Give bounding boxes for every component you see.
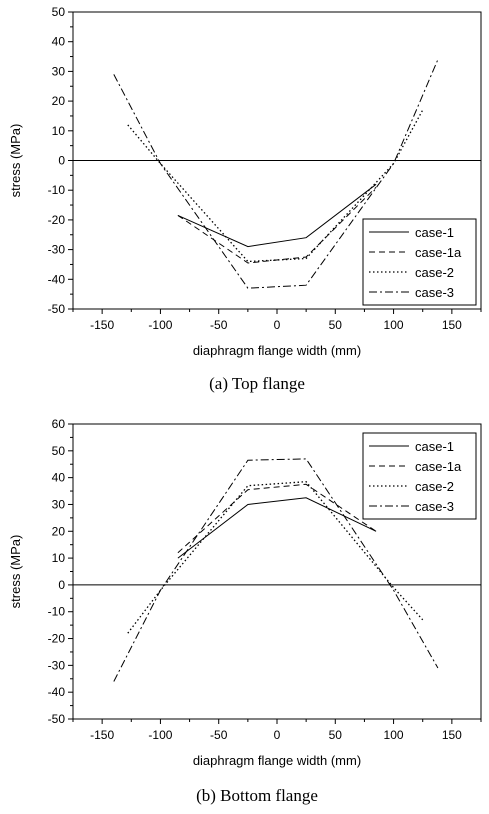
legend-box (362, 218, 477, 306)
legend-label: case-1a (415, 245, 462, 260)
legend-box (362, 432, 477, 520)
x-tick-label: -100 (148, 728, 172, 742)
x-tick-label: -150 (90, 728, 114, 742)
x-axis-label: diaphragm flange width (mm) (193, 343, 361, 358)
y-tick-label: -10 (48, 183, 66, 197)
series-line-case-1a (177, 483, 377, 554)
y-tick-label: 10 (52, 124, 66, 138)
y-tick-label: -30 (48, 658, 66, 672)
y-tick-label: 0 (58, 154, 65, 168)
y-tick-label: -30 (48, 243, 66, 257)
x-axis-label: diaphragm flange width (mm) (193, 753, 361, 768)
y-tick-label: -50 (48, 712, 66, 726)
y-tick-label: -40 (48, 685, 66, 699)
legend-label: case-3 (415, 285, 454, 300)
x-tick-label: 100 (384, 318, 404, 332)
legend-label: case-1 (415, 225, 454, 240)
y-tick-label: -20 (48, 213, 66, 227)
series-line-case-2 (127, 481, 424, 634)
x-tick-label: -50 (210, 728, 228, 742)
x-tick-label: 150 (442, 728, 462, 742)
legend-label: case-1 (415, 439, 454, 454)
figure-caption: (b) Bottom flange (196, 786, 318, 805)
y-tick-label: -40 (48, 272, 66, 286)
y-tick-label: 0 (58, 578, 65, 592)
series-line-case-3 (113, 458, 439, 682)
y-axis-label: stress (MPa) (8, 124, 23, 198)
x-tick-label: 50 (329, 728, 343, 742)
x-tick-label: -100 (148, 318, 172, 332)
y-tick-label: -10 (48, 605, 66, 619)
y-tick-label: 50 (52, 5, 66, 19)
y-tick-label: 30 (52, 497, 66, 511)
series-line-case-1a (177, 186, 377, 264)
y-tick-label: 50 (52, 444, 66, 458)
legend-label: case-3 (415, 499, 454, 514)
y-tick-label: -20 (48, 632, 66, 646)
y-tick-label: 20 (52, 94, 66, 108)
x-tick-label: -150 (90, 318, 114, 332)
y-tick-label: 60 (52, 417, 66, 431)
series-line-case-1 (177, 497, 377, 559)
series-line-case-1 (177, 183, 377, 248)
y-axis-label: stress (MPa) (8, 535, 23, 609)
y-tick-label: 40 (52, 471, 66, 485)
y-tick-label: 40 (52, 35, 66, 49)
legend-label: case-2 (415, 479, 454, 494)
y-tick-label: 20 (52, 524, 66, 538)
series-line-case-3 (113, 59, 439, 289)
figure-caption: (a) Top flange (209, 374, 305, 393)
x-tick-label: 100 (384, 728, 404, 742)
legend-label: case-2 (415, 265, 454, 280)
y-tick-label: 30 (52, 64, 66, 78)
x-tick-label: 150 (442, 318, 462, 332)
x-tick-label: 0 (274, 318, 281, 332)
y-tick-label: 10 (52, 551, 66, 565)
x-tick-label: -50 (210, 318, 228, 332)
y-tick-label: -50 (48, 302, 66, 316)
x-tick-label: 0 (274, 728, 281, 742)
legend: case-1 case-1a case-2 case-3 (362, 218, 477, 306)
legend-label: case-1a (415, 459, 462, 474)
legend: case-1 case-1a case-2 case-3 (362, 432, 477, 520)
x-tick-label: 50 (329, 318, 343, 332)
